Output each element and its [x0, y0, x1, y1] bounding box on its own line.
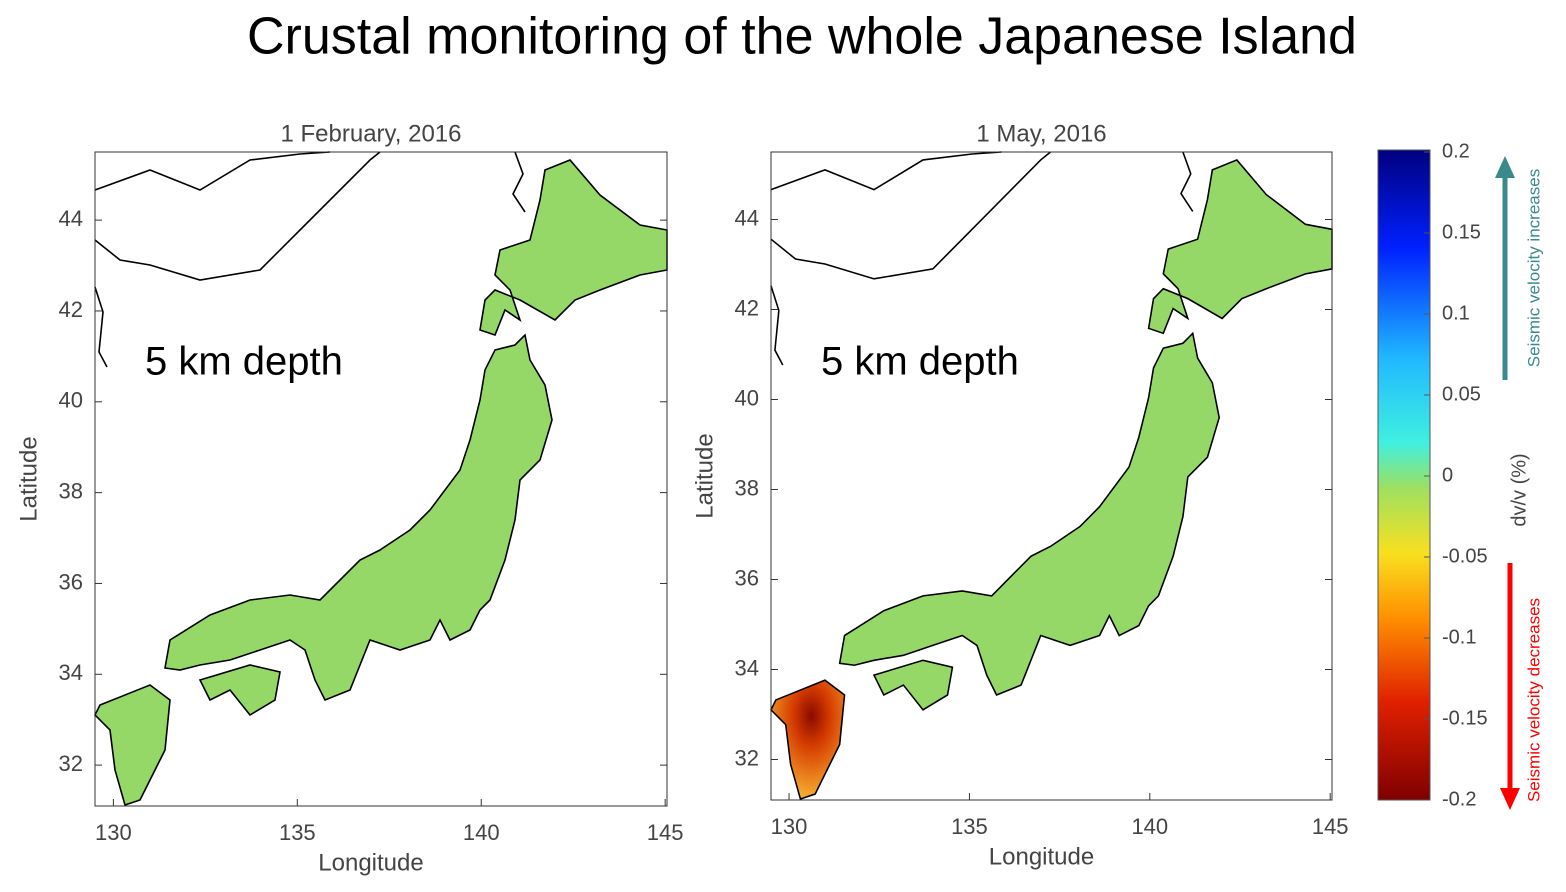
- x-tick-label: 140: [463, 820, 500, 845]
- y-tick-label: 32: [59, 751, 83, 776]
- y-tick-label: 38: [735, 475, 759, 500]
- colorbar-tick-label: 0.05: [1442, 383, 1481, 405]
- decrease-label: Seismic velocity decreases: [1524, 598, 1543, 802]
- increase-arrowhead: [1495, 156, 1515, 178]
- colorbar-tick-label: 0.1: [1442, 302, 1470, 324]
- colorbar-tick-label: -0.15: [1442, 707, 1488, 729]
- map: [770, 151, 1333, 801]
- y-axis-label: Latitude: [15, 436, 42, 521]
- coastline: [94, 151, 526, 368]
- y-tick-label: 42: [735, 295, 759, 320]
- coastline: [770, 151, 1194, 366]
- colorbar: [1377, 149, 1431, 801]
- depth-annotation: 5 km depth: [145, 340, 343, 384]
- land: [164, 159, 668, 716]
- x-tick-label: 140: [1131, 814, 1168, 839]
- y-tick-label: 44: [735, 205, 759, 230]
- land: [838, 159, 1333, 711]
- y-tick-label: 38: [59, 478, 83, 503]
- x-tick-label: 135: [279, 820, 316, 845]
- y-tick-label: 40: [59, 388, 83, 413]
- anomaly: [770, 679, 846, 801]
- y-tick-label: 42: [59, 297, 83, 322]
- kyushu: [94, 684, 171, 807]
- colorbar-tick-label: 0.2: [1442, 140, 1470, 162]
- x-tick-label: 145: [647, 820, 684, 845]
- x-tick-label: 135: [951, 814, 988, 839]
- axes-frame: [770, 151, 1333, 801]
- colorbar-tick-label: -0.05: [1442, 545, 1488, 567]
- axes-frame: [94, 151, 668, 807]
- y-tick-label: 34: [59, 660, 83, 685]
- y-tick-label: 36: [59, 569, 83, 594]
- x-tick-label: 130: [95, 820, 132, 845]
- colorbar-tick-label: 0.15: [1442, 221, 1481, 243]
- x-tick-label: 145: [1312, 814, 1349, 839]
- increase-label: Seismic velocity increases: [1524, 169, 1543, 367]
- y-tick-label: 44: [59, 206, 83, 231]
- map: [94, 151, 668, 807]
- y-axis-label: Latitude: [691, 433, 718, 518]
- y-tick-label: 32: [735, 745, 759, 770]
- x-tick-label: 130: [771, 814, 808, 839]
- y-tick-label: 34: [735, 655, 759, 680]
- colorbar-tick-label: 0: [1442, 464, 1453, 486]
- decrease-arrowhead: [1500, 788, 1520, 810]
- panel-title: 1 February, 2016: [281, 120, 462, 147]
- colorbar-label: dv/v (%): [1508, 453, 1530, 526]
- panel-title: 1 May, 2016: [976, 120, 1106, 147]
- colorbar-tick-label: -0.1: [1442, 626, 1476, 648]
- colorbar-tick-label: -0.2: [1442, 788, 1476, 810]
- slide-title: Crustal monitoring of the whole Japanese…: [247, 8, 1357, 66]
- depth-annotation: 5 km depth: [821, 340, 1019, 384]
- x-axis-label: Longitude: [318, 849, 423, 876]
- x-axis-label: Longitude: [989, 843, 1094, 870]
- y-tick-label: 40: [735, 385, 759, 410]
- y-tick-label: 36: [735, 565, 759, 590]
